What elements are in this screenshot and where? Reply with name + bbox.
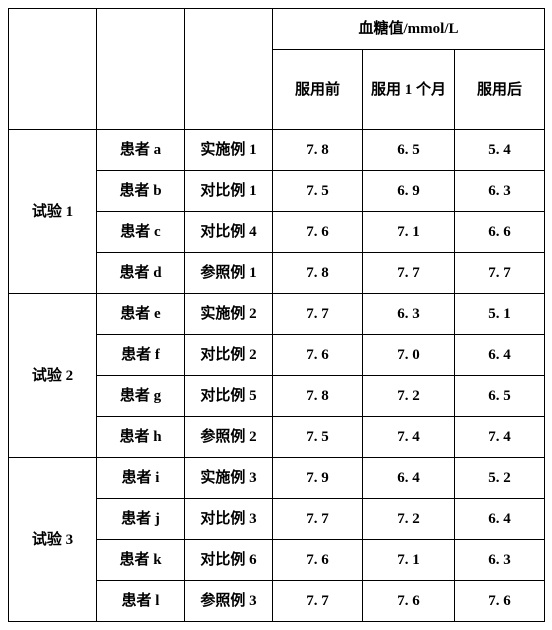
after-cell: 6. 3 [455,540,545,581]
before-cell: 7. 5 [273,417,363,458]
table-row: 试验 2 患者 e 实施例 2 7. 7 6. 3 5. 1 [9,294,545,335]
after-cell: 5. 1 [455,294,545,335]
example-cell: 实施例 1 [185,130,273,171]
table-body: 血糖值/mmol/L 服用前 服用 1 个月 服用后 试验 1 患者 a 实施例… [9,9,545,622]
after-cell: 7. 6 [455,581,545,622]
after-cell: 6. 6 [455,212,545,253]
mid-cell: 7. 6 [363,581,455,622]
after-cell: 5. 4 [455,130,545,171]
header-after: 服用后 [455,50,545,130]
mid-cell: 6. 4 [363,458,455,499]
patient-cell: 患者 b [97,171,185,212]
trial-name: 试验 1 [9,130,97,294]
example-cell: 对比例 6 [185,540,273,581]
patient-cell: 患者 k [97,540,185,581]
example-cell: 参照例 1 [185,253,273,294]
before-cell: 7. 5 [273,171,363,212]
before-cell: 7. 6 [273,335,363,376]
before-cell: 7. 8 [273,376,363,417]
patient-cell: 患者 h [97,417,185,458]
patient-cell: 患者 i [97,458,185,499]
mid-cell: 7. 2 [363,499,455,540]
patient-cell: 患者 j [97,499,185,540]
header-1month: 服用 1 个月 [363,50,455,130]
patient-cell: 患者 e [97,294,185,335]
after-cell: 5. 2 [455,458,545,499]
patient-cell: 患者 a [97,130,185,171]
patient-cell: 患者 d [97,253,185,294]
header-row-1: 血糖值/mmol/L [9,9,545,50]
before-cell: 7. 6 [273,540,363,581]
mid-cell: 7. 2 [363,376,455,417]
example-cell: 对比例 3 [185,499,273,540]
mid-cell: 7. 0 [363,335,455,376]
example-cell: 对比例 5 [185,376,273,417]
header-blank-3 [185,9,273,130]
table-row: 试验 3 患者 i 实施例 3 7. 9 6. 4 5. 2 [9,458,545,499]
mid-cell: 6. 9 [363,171,455,212]
patient-cell: 患者 g [97,376,185,417]
example-cell: 实施例 2 [185,294,273,335]
table-row: 试验 1 患者 a 实施例 1 7. 8 6. 5 5. 4 [9,130,545,171]
example-cell: 参照例 3 [185,581,273,622]
before-cell: 7. 9 [273,458,363,499]
trial-name: 试验 3 [9,458,97,622]
mid-cell: 7. 4 [363,417,455,458]
before-cell: 7. 7 [273,499,363,540]
mid-cell: 6. 3 [363,294,455,335]
after-cell: 6. 5 [455,376,545,417]
patient-cell: 患者 l [97,581,185,622]
before-cell: 7. 8 [273,253,363,294]
mid-cell: 7. 7 [363,253,455,294]
before-cell: 7. 7 [273,581,363,622]
header-blank-2 [97,9,185,130]
blood-sugar-table: 血糖值/mmol/L 服用前 服用 1 个月 服用后 试验 1 患者 a 实施例… [8,8,545,622]
patient-cell: 患者 c [97,212,185,253]
example-cell: 对比例 2 [185,335,273,376]
after-cell: 6. 4 [455,335,545,376]
patient-cell: 患者 f [97,335,185,376]
example-cell: 实施例 3 [185,458,273,499]
header-group-title: 血糖值/mmol/L [273,9,545,50]
mid-cell: 6. 5 [363,130,455,171]
before-cell: 7. 6 [273,212,363,253]
header-before: 服用前 [273,50,363,130]
trial-name: 试验 2 [9,294,97,458]
mid-cell: 7. 1 [363,212,455,253]
after-cell: 7. 4 [455,417,545,458]
mid-cell: 7. 1 [363,540,455,581]
after-cell: 6. 4 [455,499,545,540]
example-cell: 参照例 2 [185,417,273,458]
after-cell: 6. 3 [455,171,545,212]
before-cell: 7. 7 [273,294,363,335]
before-cell: 7. 8 [273,130,363,171]
header-blank-1 [9,9,97,130]
example-cell: 对比例 1 [185,171,273,212]
after-cell: 7. 7 [455,253,545,294]
example-cell: 对比例 4 [185,212,273,253]
